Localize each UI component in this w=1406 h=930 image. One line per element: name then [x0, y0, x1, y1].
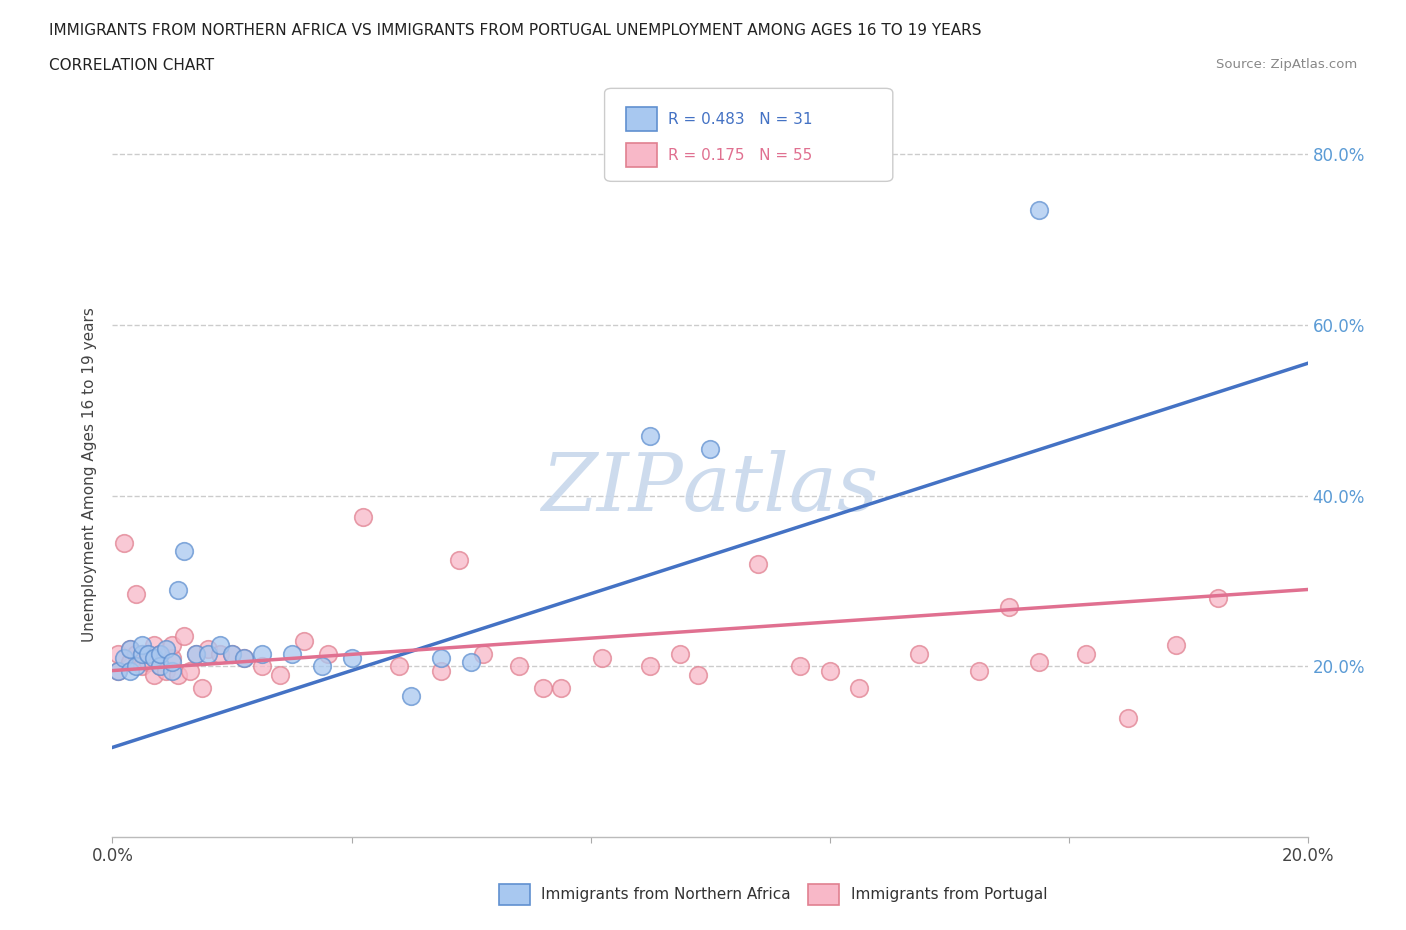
Point — [149, 658, 172, 673]
Point — [209, 646, 232, 661]
Point — [998, 599, 1021, 614]
Point — [967, 663, 990, 678]
Point — [430, 663, 453, 678]
Point — [149, 646, 172, 661]
Point — [125, 658, 148, 673]
Point — [131, 658, 153, 673]
Point — [131, 646, 153, 661]
Point — [1076, 646, 1098, 661]
Point — [186, 646, 208, 661]
Point — [120, 663, 142, 678]
Point — [311, 658, 333, 673]
Point — [250, 646, 273, 661]
Point — [162, 638, 183, 653]
Point — [747, 556, 769, 571]
Point — [430, 650, 453, 665]
Point — [449, 552, 471, 567]
Point — [173, 544, 195, 559]
Point — [186, 646, 208, 661]
Point — [688, 668, 710, 683]
Point — [125, 586, 148, 601]
Point — [167, 582, 190, 597]
Point — [107, 646, 129, 661]
Point — [143, 638, 166, 653]
Point — [592, 650, 614, 665]
Point — [340, 650, 363, 665]
Point — [155, 642, 177, 657]
Point — [114, 535, 135, 550]
Point — [281, 646, 304, 661]
Text: R = 0.483   N = 31: R = 0.483 N = 31 — [668, 112, 813, 126]
Point — [120, 642, 142, 657]
Point — [508, 658, 530, 673]
Text: R = 0.175   N = 55: R = 0.175 N = 55 — [668, 148, 813, 163]
Point — [167, 668, 190, 683]
Point — [269, 668, 291, 683]
Point — [138, 646, 160, 661]
Point — [107, 663, 129, 678]
Point — [250, 658, 273, 673]
Point — [388, 658, 411, 673]
Point — [1206, 591, 1229, 605]
Point — [197, 642, 219, 657]
Point — [531, 680, 554, 695]
Point — [233, 650, 256, 665]
Text: Source: ZipAtlas.com: Source: ZipAtlas.com — [1216, 58, 1357, 71]
Point — [120, 655, 142, 670]
Point — [125, 646, 148, 661]
Text: Immigrants from Northern Africa: Immigrants from Northern Africa — [541, 887, 792, 902]
Point — [162, 655, 183, 670]
Point — [848, 680, 870, 695]
Point — [114, 650, 135, 665]
Point — [640, 429, 662, 444]
Point — [316, 646, 339, 661]
Point — [107, 663, 129, 678]
Point — [221, 646, 243, 661]
Point — [138, 655, 160, 670]
Point — [149, 646, 172, 661]
Point — [155, 663, 177, 678]
Point — [789, 658, 811, 673]
Point — [191, 680, 214, 695]
Point — [292, 633, 315, 648]
Point — [908, 646, 931, 661]
Point — [143, 650, 166, 665]
Point — [550, 680, 572, 695]
Point — [401, 689, 423, 704]
Point — [1028, 203, 1050, 218]
Point — [233, 650, 256, 665]
Y-axis label: Unemployment Among Ages 16 to 19 years: Unemployment Among Ages 16 to 19 years — [82, 307, 97, 642]
Point — [149, 658, 172, 673]
Point — [131, 638, 153, 653]
Point — [162, 663, 183, 678]
Point — [1118, 711, 1140, 725]
Point — [640, 658, 662, 673]
Point — [221, 646, 243, 661]
Point — [669, 646, 692, 661]
Point — [173, 629, 195, 644]
Point — [162, 650, 183, 665]
Point — [818, 663, 841, 678]
Point — [120, 642, 142, 657]
Point — [699, 441, 721, 456]
Point — [179, 663, 201, 678]
Text: CORRELATION CHART: CORRELATION CHART — [49, 58, 214, 73]
Point — [197, 646, 219, 661]
Point — [353, 510, 375, 525]
Point — [131, 646, 153, 661]
Point — [209, 638, 232, 653]
Text: IMMIGRANTS FROM NORTHERN AFRICA VS IMMIGRANTS FROM PORTUGAL UNEMPLOYMENT AMONG A: IMMIGRANTS FROM NORTHERN AFRICA VS IMMIG… — [49, 23, 981, 38]
Point — [1028, 655, 1050, 670]
Point — [143, 668, 166, 683]
Point — [138, 646, 160, 661]
Text: ZIP​atlas: ZIP​atlas — [541, 450, 879, 527]
Text: Immigrants from Portugal: Immigrants from Portugal — [851, 887, 1047, 902]
Point — [460, 655, 482, 670]
Point — [472, 646, 495, 661]
Point — [1166, 638, 1188, 653]
